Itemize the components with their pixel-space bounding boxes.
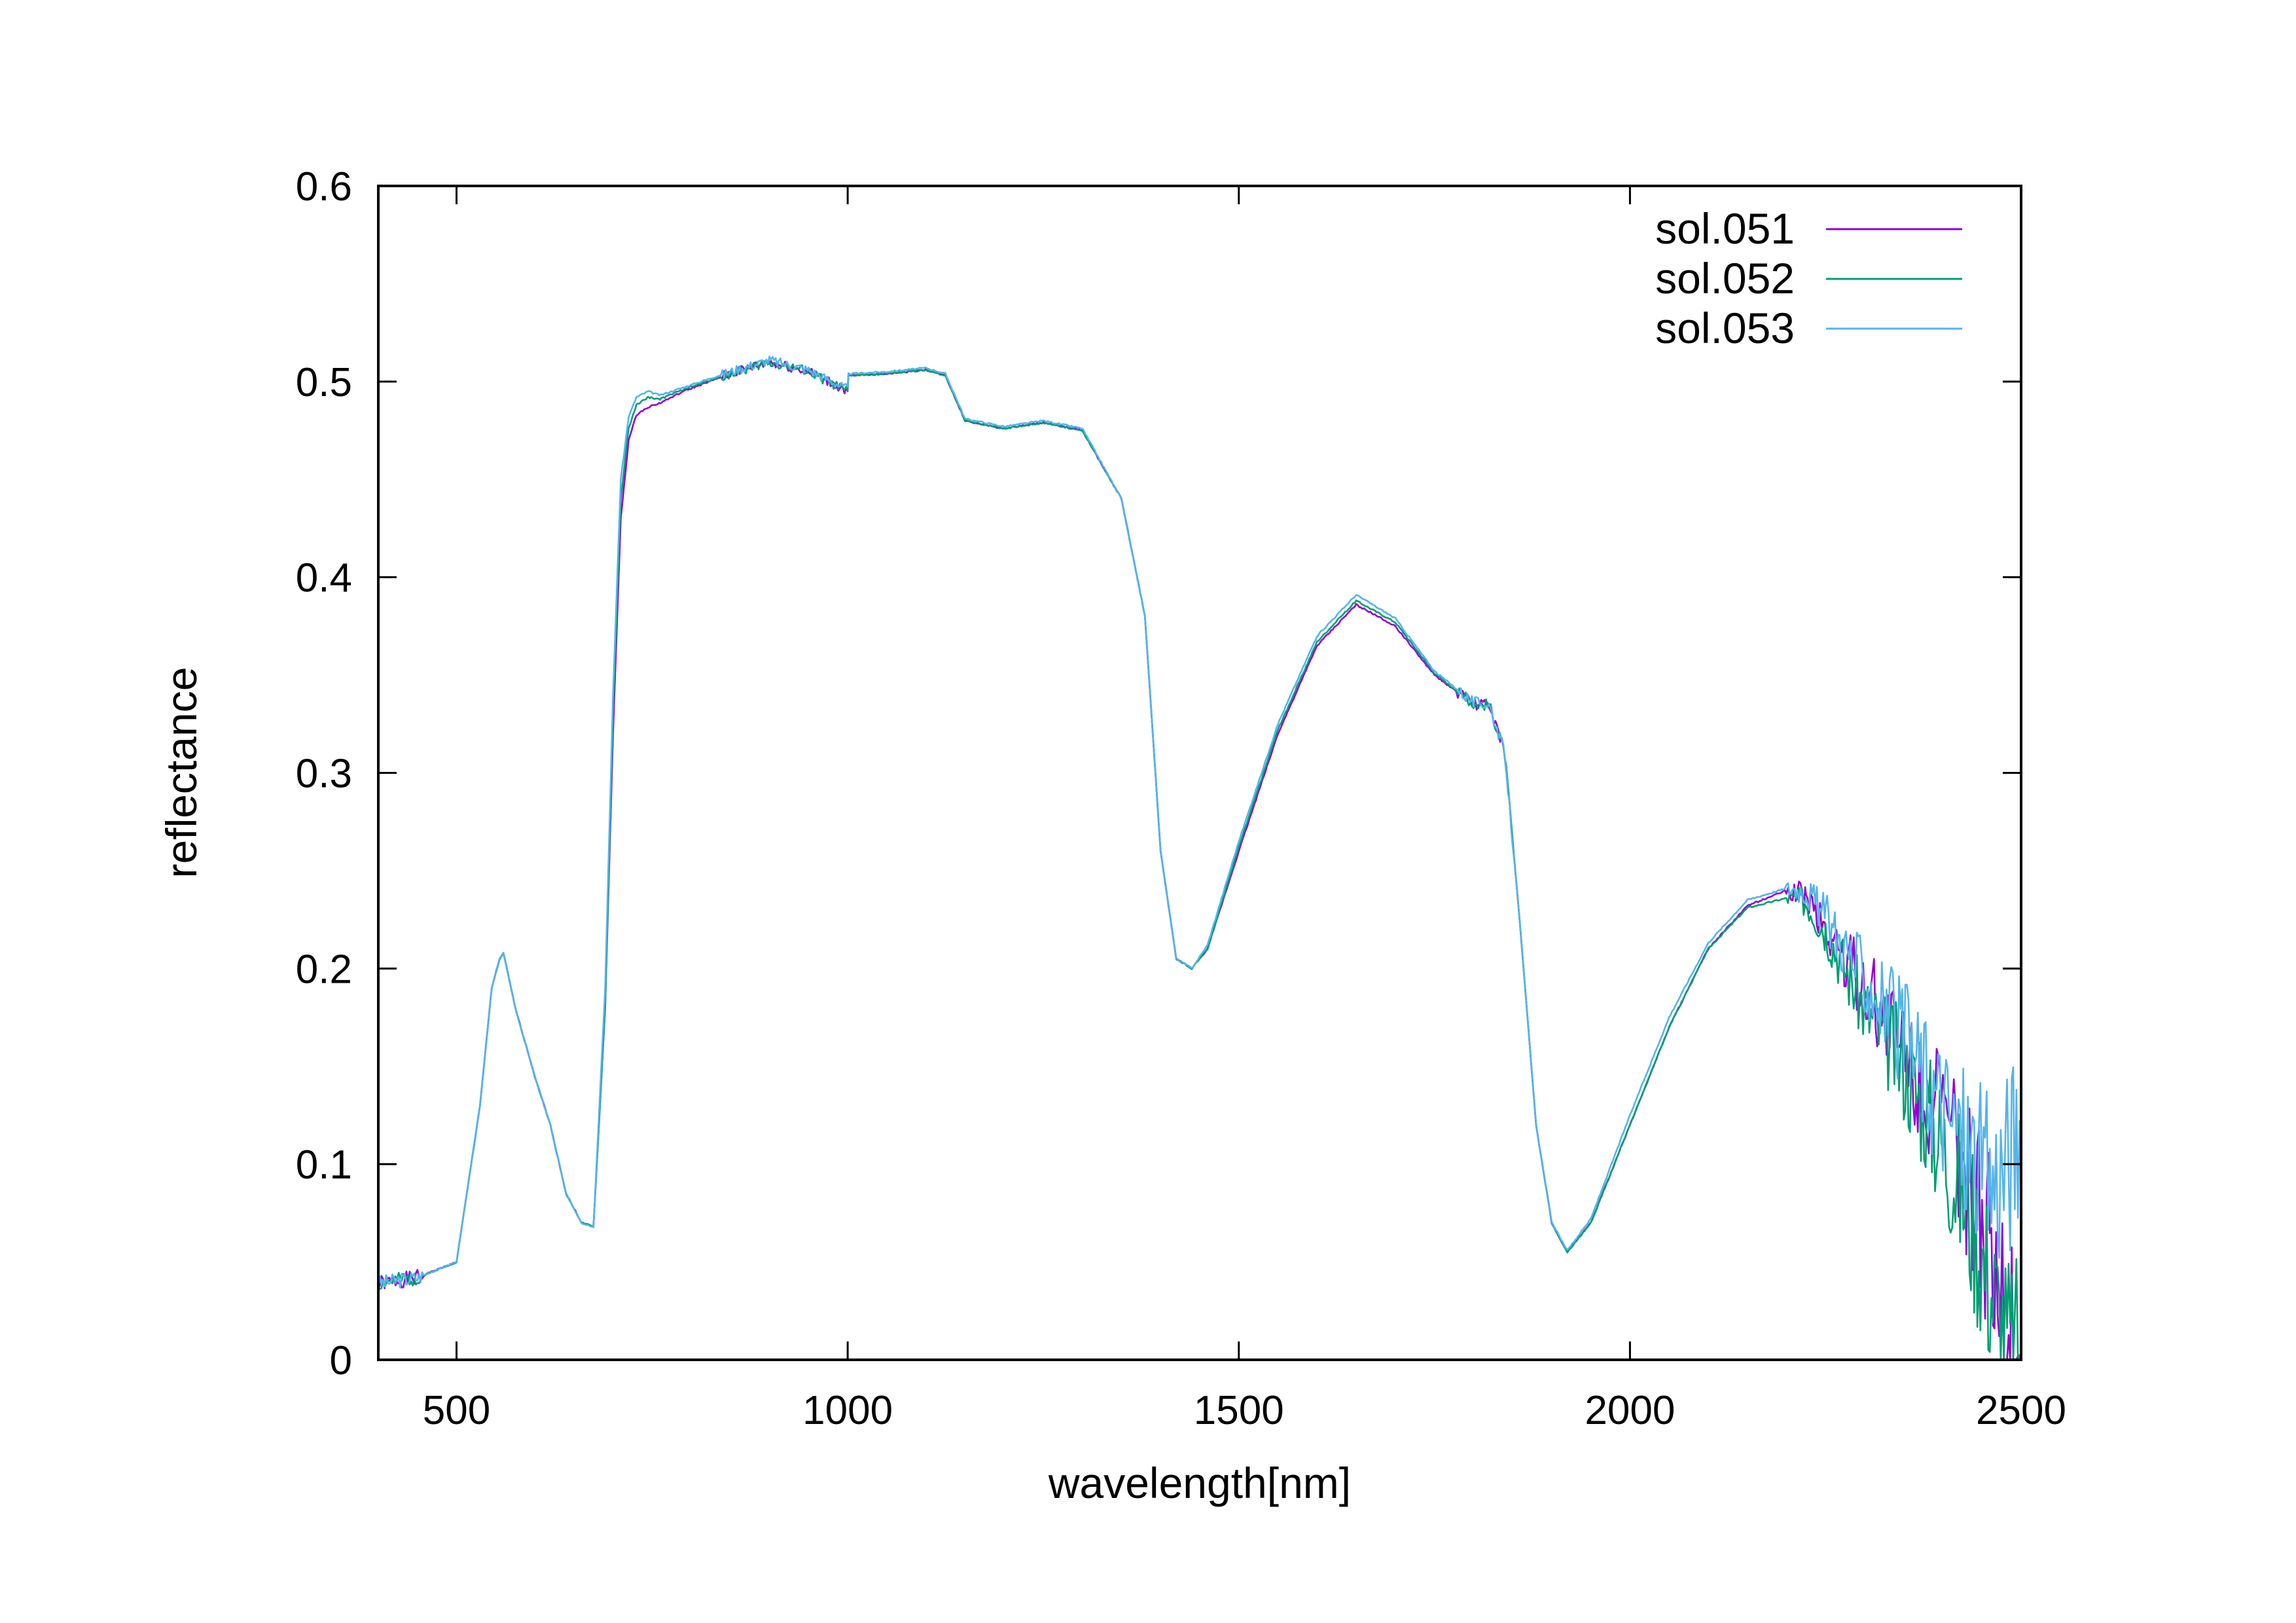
x-tick-label: 1000 bbox=[802, 1388, 893, 1433]
y-tick-label: 0.6 bbox=[296, 164, 352, 210]
x-tick-label: 500 bbox=[423, 1388, 490, 1433]
x-tick-label: 2000 bbox=[1585, 1388, 1675, 1433]
ticks-layer: 500 1000 1500 2000 2500 0 0.1 0.2 0.3 0.4 0.5 0.6 bbox=[296, 164, 2066, 1433]
y-axis-label: reflectance bbox=[157, 667, 206, 879]
y-tick-label: 0.4 bbox=[296, 556, 352, 601]
x-axis-label: wavelength[nm] bbox=[1048, 1459, 1351, 1507]
series-layer bbox=[377, 356, 2022, 1361]
x-tick-label: 1500 bbox=[1194, 1388, 1284, 1433]
series-line-sol.052 bbox=[377, 360, 2022, 1361]
legend-label: sol.053 bbox=[1655, 304, 1795, 352]
x-tick-label: 2500 bbox=[1976, 1388, 2066, 1433]
y-tick-label: 0.2 bbox=[296, 947, 352, 992]
y-tick-label: 0 bbox=[330, 1338, 352, 1383]
plot-frame bbox=[377, 185, 2022, 1361]
series-line-sol.051 bbox=[377, 359, 2022, 1361]
y-tick-label: 0.5 bbox=[296, 360, 352, 405]
legend-label: sol.051 bbox=[1655, 204, 1795, 253]
series-line-sol.053 bbox=[377, 356, 2022, 1289]
legend-label: sol.052 bbox=[1655, 254, 1795, 302]
y-tick-label: 0.1 bbox=[296, 1142, 352, 1188]
y-tick-label: 0.3 bbox=[296, 752, 352, 797]
